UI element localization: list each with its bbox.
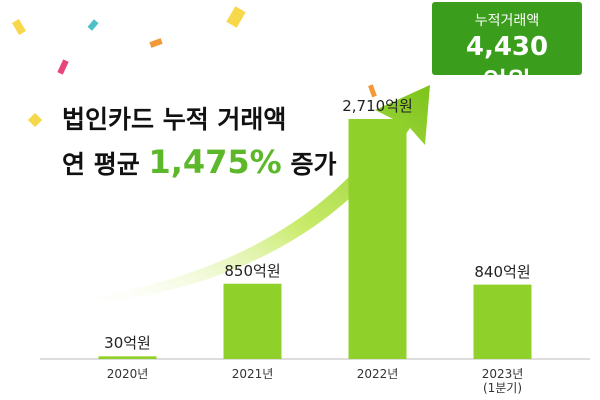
confetti: [149, 38, 163, 48]
confetti: [57, 59, 69, 75]
x-tick-label: 2021년: [231, 367, 274, 381]
bar: [473, 284, 532, 359]
subtitle-highlight: 1,475%: [148, 143, 282, 181]
confetti: [87, 19, 99, 31]
subtitle: 연 평균 1,475% 증가: [62, 143, 336, 181]
callout-value: 4,430억원: [465, 32, 549, 98]
bar: [98, 356, 157, 359]
value-label: 840억원: [474, 262, 531, 281]
bar: [348, 119, 407, 359]
value-label: 30억원: [104, 334, 151, 353]
confetti: [368, 84, 377, 98]
value-label: 2,710억원: [342, 97, 413, 115]
x-tick-label: 2020년: [106, 367, 149, 381]
callout-box: [432, 2, 582, 75]
x-tick-label: 2022년: [356, 367, 399, 381]
callout-title: 누적거래액: [474, 13, 540, 29]
value-label: 850억원: [224, 261, 281, 280]
subtitle-suffix: 증가: [290, 150, 337, 179]
confetti: [12, 18, 26, 36]
growth-arrow: [70, 85, 430, 305]
bar: [223, 283, 282, 359]
x-tick-label: 2023년 (1분기): [481, 367, 524, 395]
confetti: [27, 112, 43, 128]
chart-title: 법인카드 누적 거래액: [62, 105, 287, 134]
subtitle-prefix: 연 평균: [62, 150, 140, 179]
confetti: [226, 6, 246, 28]
